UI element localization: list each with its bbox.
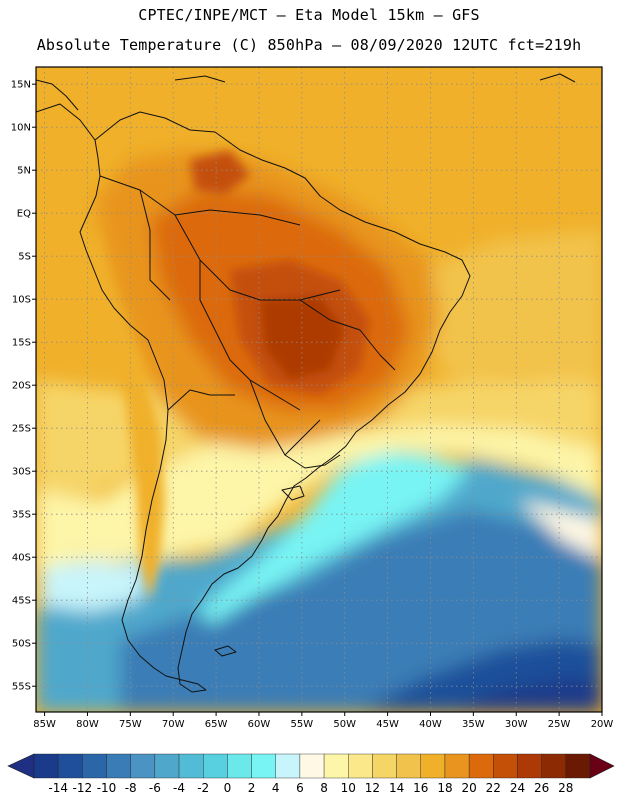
lon-tick-label: 80W [76, 719, 99, 730]
lon-tick-label: 55W [291, 719, 314, 730]
lat-tick-label: 5N [17, 166, 31, 177]
lon-tick-label: 85W [33, 719, 56, 730]
colorbar-segment [420, 753, 446, 779]
lat-tick-label: 15N [11, 80, 31, 91]
colorbar-label: -12 [73, 781, 93, 795]
lon-tick-label: 40W [419, 719, 442, 730]
colorbar-segment [444, 753, 470, 779]
colorbar-over-arrow [589, 753, 615, 779]
colorbar-label: 18 [437, 781, 452, 795]
colorbar-label: -10 [97, 781, 117, 795]
lat-tick-label: 45S [12, 596, 31, 607]
colorbar-label: 22 [486, 781, 501, 795]
colorbar-segment [493, 753, 518, 779]
colorbar-segment [541, 753, 567, 779]
colorbar-segment [106, 753, 131, 779]
lon-tick-label: 60W [248, 719, 271, 730]
lat-tick-label: 10N [11, 123, 31, 134]
colorbar-segment [33, 753, 59, 779]
map-title-line2: Absolute Temperature (C) 850hPa – 08/09/… [36, 36, 582, 54]
colorbar-under-arrow [7, 753, 35, 779]
lat-tick-label: 35S [12, 510, 31, 521]
colorbar-label: -14 [48, 781, 68, 795]
colorbar-label: -4 [173, 781, 185, 795]
lat-tick-label: 55S [12, 682, 31, 693]
lat-tick-label: 20S [12, 381, 31, 392]
lon-tick-label: 35W [462, 719, 485, 730]
colorbar-segment [203, 753, 228, 779]
colorbar-segment [82, 753, 107, 779]
lon-tick-label: 45W [376, 719, 399, 730]
lon-tick-label: 70W [162, 719, 185, 730]
map-title-line1: CPTEC/INPE/MCT – Eta Model 15km – GFS [138, 6, 480, 24]
longitude-axis: 85W 80W 75W 70W 65W 60W 55W 50W 45W 40W 35W 30W 25W 2… [33, 712, 613, 730]
colorbar-label: 20 [461, 781, 476, 795]
colorbar-label: 16 [413, 781, 428, 795]
lat-tick-label: 10S [12, 295, 31, 306]
lat-tick-label: 5S [18, 252, 31, 263]
lat-tick-label: 25S [12, 424, 31, 435]
colorbar-label: 0 [224, 781, 232, 795]
colorbar-label: 28 [558, 781, 573, 795]
latitude-axis: 15N 10N 5N EQ 5S 10S 15S 20S 25S 30S 35S 40S 45S 50S 5… [11, 80, 36, 693]
colorbar-segment [396, 753, 421, 779]
colorbar-segment [227, 753, 252, 779]
lon-tick-label: 65W [205, 719, 228, 730]
colorbar-label: -8 [125, 781, 137, 795]
lon-tick-label: 30W [505, 719, 528, 730]
lon-tick-label: 25W [548, 719, 571, 730]
colorbar-segment [517, 753, 542, 779]
colorbar-segment [468, 753, 494, 779]
lon-tick-label: 75W [119, 719, 142, 730]
coastlines [36, 73, 576, 693]
colorbar-segment [178, 753, 204, 779]
colorbar-label: 10 [341, 781, 356, 795]
colorbar-label: 14 [389, 781, 404, 795]
colorbar-segment [154, 753, 180, 779]
colorbar-segment [275, 753, 301, 779]
colorbar-segment [299, 753, 325, 779]
colorbar-label: -6 [149, 781, 161, 795]
colorbar-segment [251, 753, 276, 779]
colorbar-label: -2 [197, 781, 209, 795]
colorbar-label: 6 [296, 781, 304, 795]
temperature-field [36, 67, 602, 712]
colorbar-segment [57, 753, 83, 779]
colorbar-label: 26 [534, 781, 549, 795]
lat-tick-label: 15S [12, 338, 31, 349]
lon-tick-label: 50W [333, 719, 356, 730]
colorbar-label: 24 [510, 781, 525, 795]
plot-frame [35, 66, 603, 713]
lat-tick-label: 50S [12, 639, 31, 650]
colorbar-label: 4 [272, 781, 280, 795]
lon-tick-label: 20W [591, 719, 614, 730]
colorbar-segment [372, 753, 397, 779]
colorbar-label: 2 [248, 781, 256, 795]
colorbar-segment [323, 753, 349, 779]
lat-tick-label: 40S [12, 553, 31, 564]
lat-tick-label: EQ [17, 209, 31, 220]
colorbar: -14 -12 -10 -8 -6 -4 -2 0 2 4 6 8 10 12 14 16 18 20 22 24 26… [7, 753, 615, 795]
colorbar-label: 12 [365, 781, 380, 795]
lat-tick-label: 30S [12, 467, 31, 478]
colorbar-label: 8 [320, 781, 328, 795]
colorbar-segment [565, 753, 591, 779]
colorbar-segment [348, 753, 373, 779]
colorbar-segment [130, 753, 156, 779]
